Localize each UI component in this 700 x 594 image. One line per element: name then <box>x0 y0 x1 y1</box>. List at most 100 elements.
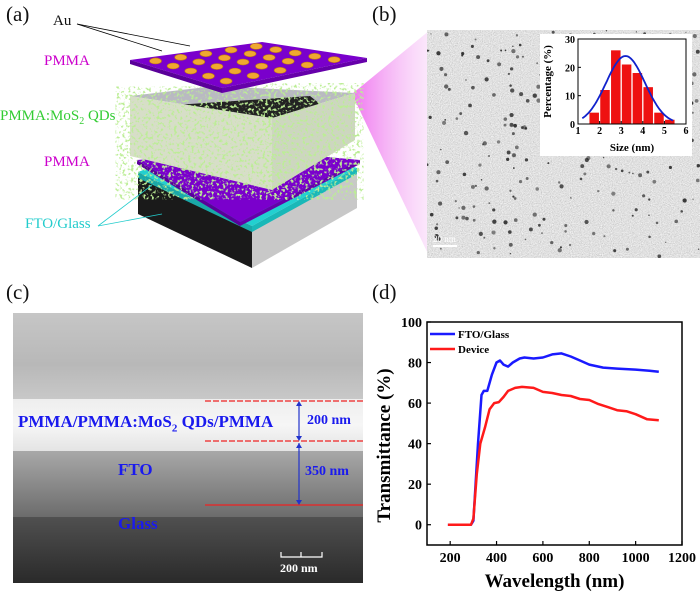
y-tick-label: 0 <box>570 120 575 131</box>
x-tick-label: 800 <box>579 551 600 566</box>
au-electrode <box>249 43 263 50</box>
histogram-bar <box>665 119 675 124</box>
qd-particle <box>447 87 451 91</box>
qd-particle <box>496 140 501 144</box>
series-line-device <box>447 385 659 526</box>
qd-particle <box>695 49 700 54</box>
series-line-fto-glass <box>447 352 659 526</box>
histogram-bar <box>632 73 643 124</box>
legend-label: Device <box>458 344 489 356</box>
sem-glass-region <box>13 517 363 583</box>
qd-particle <box>592 231 596 236</box>
qd-particle <box>484 77 489 82</box>
qd-particle <box>611 191 616 196</box>
qd-particle <box>493 247 496 250</box>
qd-particle <box>497 62 502 67</box>
qd-particle <box>542 217 546 221</box>
qd-particle <box>692 33 697 39</box>
qd-particle <box>570 197 572 199</box>
au-electrode <box>192 58 206 66</box>
x-tick-label: 5 <box>662 126 667 137</box>
sem-annotations <box>205 400 363 558</box>
qd-particle <box>664 241 667 244</box>
qd-particle <box>486 59 490 63</box>
qd-particle <box>511 132 515 136</box>
x-tick-label: 1 <box>576 126 581 137</box>
qd-particle <box>515 55 520 59</box>
au-electrode <box>327 56 341 63</box>
qd-particle <box>478 163 482 167</box>
au-electrode <box>281 57 295 65</box>
qd-particle <box>668 165 672 170</box>
au-electrode <box>199 50 213 57</box>
y-tick-label: 20 <box>408 478 422 493</box>
panel-label-a: (a) <box>6 2 30 26</box>
fto-layer-label: FTO <box>118 460 153 479</box>
sem-film-region <box>13 399 363 451</box>
sem-cross-section <box>13 313 363 583</box>
sem-scale-bar-label: 200 nm <box>280 561 318 575</box>
zoom-cone <box>352 30 430 258</box>
panel-label-b: (b) <box>372 2 397 26</box>
qd-particle <box>427 49 429 52</box>
qd-particle <box>518 180 523 184</box>
qd-particle <box>528 227 533 232</box>
qd-particle <box>559 246 562 249</box>
qd-particle <box>511 49 516 54</box>
qd-particle <box>436 170 441 175</box>
qd-particle <box>680 210 683 213</box>
qd-particle <box>696 163 700 168</box>
qd-particle <box>461 215 466 220</box>
x-tick-label: 600 <box>532 551 553 566</box>
qd-particle <box>445 160 450 164</box>
qd-particle <box>674 219 679 224</box>
qd-particle <box>459 112 463 115</box>
qd-particle <box>579 177 583 181</box>
qd-particle <box>522 125 527 130</box>
qd-particle <box>525 99 530 103</box>
arrow-head <box>296 500 302 505</box>
qd-particle <box>506 157 510 162</box>
qd-particle <box>507 72 511 75</box>
qd-particle <box>465 216 469 221</box>
au-electrode <box>288 49 302 57</box>
qd-particle <box>606 164 611 169</box>
pmma-top-layer <box>130 42 367 93</box>
y-tick-label: 80 <box>408 357 422 372</box>
y-tick-label: 60 <box>408 397 422 412</box>
qd-particle <box>474 184 478 187</box>
qd-particle <box>524 238 527 241</box>
au-electrode <box>308 53 322 60</box>
qd-particle <box>488 202 491 205</box>
qd-particle <box>648 235 651 239</box>
qd-particle <box>510 88 515 93</box>
qd-particle <box>513 123 517 128</box>
qd-particle <box>557 248 562 253</box>
au-electrode <box>262 54 276 61</box>
inset-y-axis-label: Percentage (%) <box>542 45 554 118</box>
qd-particle <box>584 219 589 225</box>
qd-particle <box>648 214 650 217</box>
qd-particle <box>471 85 475 90</box>
qd-particle <box>444 84 449 89</box>
qd-particle <box>536 98 541 103</box>
arrow-head <box>296 401 302 406</box>
qd-particle <box>444 119 447 121</box>
qd-particle <box>692 198 694 200</box>
legend-label: FTO/Glass <box>458 329 510 341</box>
histogram-bar <box>589 112 599 124</box>
qd-particle <box>692 72 697 77</box>
qd-particle <box>480 178 483 181</box>
qd-particle <box>547 162 550 165</box>
qd-particle <box>442 120 447 125</box>
x-tick-label: 200 <box>440 551 461 566</box>
sem-fto-region <box>13 451 363 517</box>
y-tick-label: 0 <box>415 519 422 534</box>
qd-particle <box>476 250 480 255</box>
qd-particle <box>532 212 537 217</box>
qd-particle <box>472 218 476 222</box>
qd-particle <box>503 123 507 127</box>
qd-particle <box>646 170 650 174</box>
qd-particle <box>509 67 514 71</box>
qd-particle <box>632 172 634 175</box>
